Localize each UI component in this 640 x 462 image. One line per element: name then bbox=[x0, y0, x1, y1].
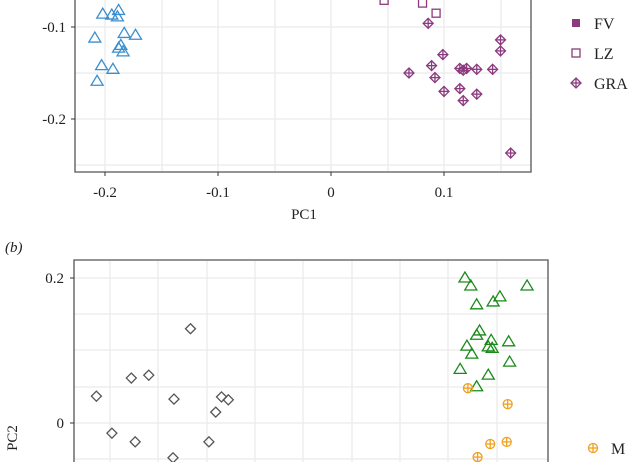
panel-label: (b) bbox=[5, 240, 23, 256]
data-point bbox=[481, 367, 496, 380]
data-point bbox=[486, 63, 499, 76]
data-point bbox=[168, 393, 180, 405]
data-point bbox=[460, 62, 473, 75]
data-point bbox=[438, 85, 450, 98]
legend-label: FV bbox=[594, 16, 615, 33]
panel-a: -0.2 -0.1 0 0.1 -0.1 -0.2 PC1 FV LZ GRA bbox=[42, 0, 628, 223]
data-point bbox=[502, 354, 517, 367]
panel-b-points bbox=[90, 270, 535, 462]
data-point bbox=[459, 338, 475, 351]
y-tick-label: 0 bbox=[57, 416, 65, 432]
panel-b-frame bbox=[73, 259, 549, 462]
data-point bbox=[453, 82, 466, 95]
y-tick-label: -0.1 bbox=[42, 20, 66, 36]
y-axis-label: PC2 bbox=[5, 425, 21, 451]
data-point bbox=[462, 383, 474, 394]
data-point bbox=[470, 63, 483, 76]
data-point bbox=[494, 33, 507, 46]
data-point bbox=[470, 88, 483, 101]
data-point bbox=[125, 372, 138, 384]
x-tick-label: -0.1 bbox=[206, 185, 230, 201]
legend-marker bbox=[571, 48, 581, 58]
data-point bbox=[469, 297, 484, 310]
data-point bbox=[94, 58, 109, 71]
data-point bbox=[202, 435, 215, 448]
x-tick-label: 0.1 bbox=[435, 185, 454, 201]
data-point bbox=[472, 451, 483, 462]
data-point bbox=[105, 427, 118, 440]
panel-a-y-ticks: -0.1 -0.2 bbox=[42, 20, 75, 128]
data-point bbox=[502, 398, 513, 410]
legend-label: GRA bbox=[594, 76, 628, 93]
panel-b-y-ticks: 0.2 0 bbox=[45, 271, 74, 432]
data-point bbox=[167, 451, 179, 462]
panel-a-points bbox=[87, 0, 517, 159]
x-axis-label: PC1 bbox=[291, 207, 317, 223]
data-point bbox=[519, 278, 535, 291]
data-point bbox=[494, 45, 507, 57]
panel-a-frame bbox=[74, 0, 532, 173]
legend-label: M bbox=[611, 441, 625, 458]
data-point bbox=[215, 390, 228, 403]
data-point bbox=[128, 28, 143, 40]
data-point bbox=[209, 406, 222, 419]
panel-a-grid bbox=[75, 0, 531, 172]
x-tick-label: 0 bbox=[327, 185, 335, 201]
data-point bbox=[89, 74, 105, 86]
data-point bbox=[485, 341, 500, 353]
data-point bbox=[429, 71, 441, 84]
data-point bbox=[117, 26, 132, 39]
data-point bbox=[105, 62, 121, 74]
data-point bbox=[184, 322, 197, 335]
legend-label: LZ bbox=[594, 46, 614, 63]
data-point bbox=[485, 294, 501, 307]
data-point bbox=[403, 67, 415, 79]
data-point bbox=[492, 289, 508, 302]
panel-b: (b) 0.2 0 PC2 M bbox=[5, 240, 625, 462]
data-point bbox=[463, 278, 478, 291]
data-point bbox=[457, 270, 473, 283]
legend-marker bbox=[587, 442, 599, 454]
data-point bbox=[417, 0, 428, 8]
data-point bbox=[95, 6, 110, 19]
data-point bbox=[87, 30, 102, 43]
data-point bbox=[110, 9, 125, 22]
data-point bbox=[115, 44, 131, 57]
legend-marker bbox=[572, 19, 580, 27]
data-point bbox=[90, 390, 103, 403]
data-point bbox=[464, 346, 479, 359]
data-point bbox=[501, 436, 512, 448]
panel-a-legend: FV LZ GRA bbox=[570, 16, 628, 93]
data-point bbox=[142, 369, 155, 382]
data-point bbox=[457, 94, 470, 107]
data-point bbox=[129, 435, 142, 448]
data-point bbox=[425, 59, 438, 72]
data-point bbox=[481, 339, 496, 352]
legend-marker bbox=[570, 77, 582, 89]
data-point bbox=[436, 48, 449, 61]
y-tick-label: 0.2 bbox=[45, 271, 64, 287]
data-point bbox=[452, 362, 468, 375]
y-tick-label: -0.2 bbox=[42, 112, 66, 128]
data-point bbox=[111, 3, 126, 16]
data-point bbox=[501, 334, 516, 347]
data-point bbox=[222, 393, 235, 406]
data-point bbox=[504, 147, 517, 159]
data-point bbox=[469, 328, 484, 340]
x-tick-label: -0.2 bbox=[93, 185, 117, 201]
data-point bbox=[431, 8, 441, 18]
data-point bbox=[422, 17, 435, 30]
panel-a-x-ticks: -0.2 -0.1 0 0.1 bbox=[93, 172, 453, 201]
data-point bbox=[485, 438, 496, 450]
data-point bbox=[379, 0, 389, 5]
data-point bbox=[469, 379, 484, 392]
panel-b-legend: M bbox=[587, 441, 625, 458]
